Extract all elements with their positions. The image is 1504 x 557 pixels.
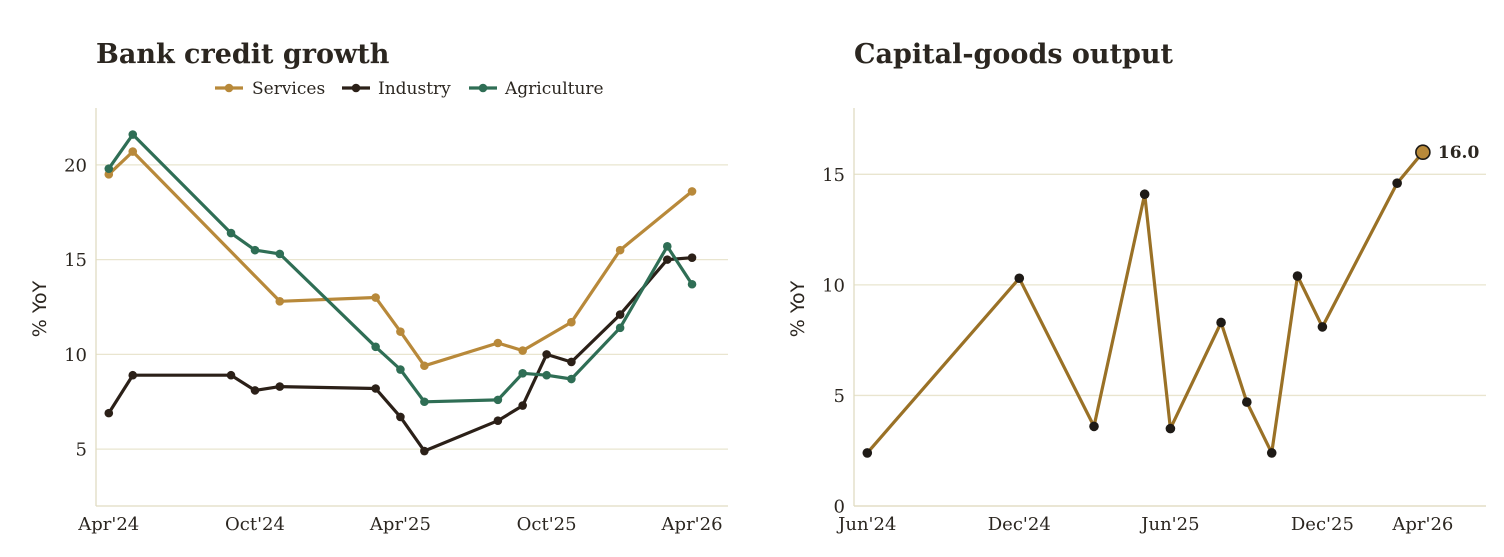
data-point: [615, 323, 625, 333]
data-point: [275, 297, 285, 306]
data-point: [615, 245, 625, 255]
data-point: [567, 374, 576, 384]
data-point: [1014, 273, 1025, 284]
y-tick-label: 15: [822, 165, 845, 186]
legend-marker: [224, 83, 234, 93]
y-tick-label: 20: [64, 155, 87, 176]
data-point: [1242, 397, 1252, 407]
legend-label: Industry: [378, 79, 451, 99]
credit-growth-panel: 5 10 15 20 Apr'24 Oct'24 Apr'25 Oct'25 Apr'26 Ban…: [29, 39, 728, 535]
data-point: [567, 357, 576, 367]
legend-marker: [351, 83, 361, 93]
y-tick-label: 5: [834, 386, 845, 407]
y-tick-label: 0: [834, 497, 845, 518]
data-point: [104, 408, 114, 418]
series-line: [107, 132, 694, 404]
chart-title: Bank credit growth: [96, 39, 390, 70]
x-tick-label: Apr'25: [369, 514, 431, 535]
data-point: [371, 384, 380, 393]
x-tick-label: Oct'24: [225, 514, 285, 535]
data-point: [542, 370, 551, 380]
data-point: [1139, 189, 1150, 200]
chart-title: Capital-goods output: [854, 39, 1174, 70]
data-point: [662, 242, 672, 251]
data-point: [226, 228, 236, 238]
data-point: [1392, 178, 1402, 188]
annotation-label: 16.0: [1438, 143, 1480, 163]
series-agriculture: [104, 130, 697, 407]
data-point: [420, 446, 429, 456]
data-point: [396, 412, 405, 422]
x-tick-label: Apr'26: [1391, 514, 1453, 535]
data-point: [1266, 448, 1277, 458]
data-point: [542, 350, 551, 359]
series-line: [865, 150, 1425, 455]
data-point: [104, 164, 114, 173]
y-tick-label: 5: [76, 440, 87, 461]
data-point: [518, 401, 527, 410]
data-point: [687, 253, 697, 263]
data-point: [493, 416, 503, 426]
data-point: [615, 310, 625, 319]
data-point: [371, 342, 380, 352]
data-point: [862, 448, 873, 458]
data-point: [371, 293, 380, 302]
data-point: [493, 395, 503, 405]
legend-label: Services: [252, 79, 325, 99]
highlight-point: [1415, 144, 1431, 161]
data-point: [396, 327, 405, 336]
data-point: [567, 317, 576, 327]
data-point: [128, 370, 138, 380]
data-point: [1292, 271, 1303, 281]
data-point: [128, 130, 138, 139]
legend-marker: [478, 83, 488, 93]
data-point: [493, 338, 503, 348]
x-tick-label: Apr'24: [77, 514, 139, 535]
capital-goods-panel: 0 5 10 15 Jun'24 Dec'24 Jun'25 Dec'25 Apr'26 Capi…: [787, 39, 1486, 535]
data-point: [518, 346, 527, 355]
x-tick-label: Jun'25: [1139, 514, 1199, 535]
data-point: [687, 279, 697, 289]
data-point: [1165, 423, 1176, 434]
x-tick-label: Oct'25: [517, 514, 577, 535]
data-point: [420, 397, 429, 407]
data-point: [275, 382, 285, 391]
x-tick-label: Jun'24: [836, 514, 896, 535]
y-tick-label: 10: [822, 275, 845, 296]
data-point: [250, 386, 260, 395]
x-tick-label: Dec'24: [988, 514, 1051, 535]
data-point: [226, 370, 236, 380]
data-point: [250, 245, 260, 255]
series-industry: [104, 253, 697, 456]
series-services: [104, 147, 697, 371]
data-point: [420, 361, 429, 371]
data-point: [1089, 421, 1099, 432]
data-point: [1216, 317, 1226, 328]
data-point: [662, 255, 672, 264]
series-capital-goods: [862, 147, 1428, 458]
legend: Services Industry Agriculture: [215, 79, 604, 99]
y-axis-label: % YoY: [29, 280, 51, 337]
data-point: [687, 187, 697, 196]
y-tick-label: 10: [64, 345, 87, 366]
data-point: [128, 147, 138, 156]
data-point: [275, 249, 285, 259]
legend-label: Agriculture: [504, 79, 604, 99]
x-tick-label: Apr'26: [661, 514, 723, 535]
data-point: [396, 365, 405, 374]
x-tick-label: Dec'25: [1291, 514, 1354, 535]
y-tick-label: 15: [64, 250, 87, 271]
y-axis-label: % YoY: [787, 280, 809, 337]
data-point: [518, 369, 527, 378]
data-point: [1317, 322, 1328, 332]
